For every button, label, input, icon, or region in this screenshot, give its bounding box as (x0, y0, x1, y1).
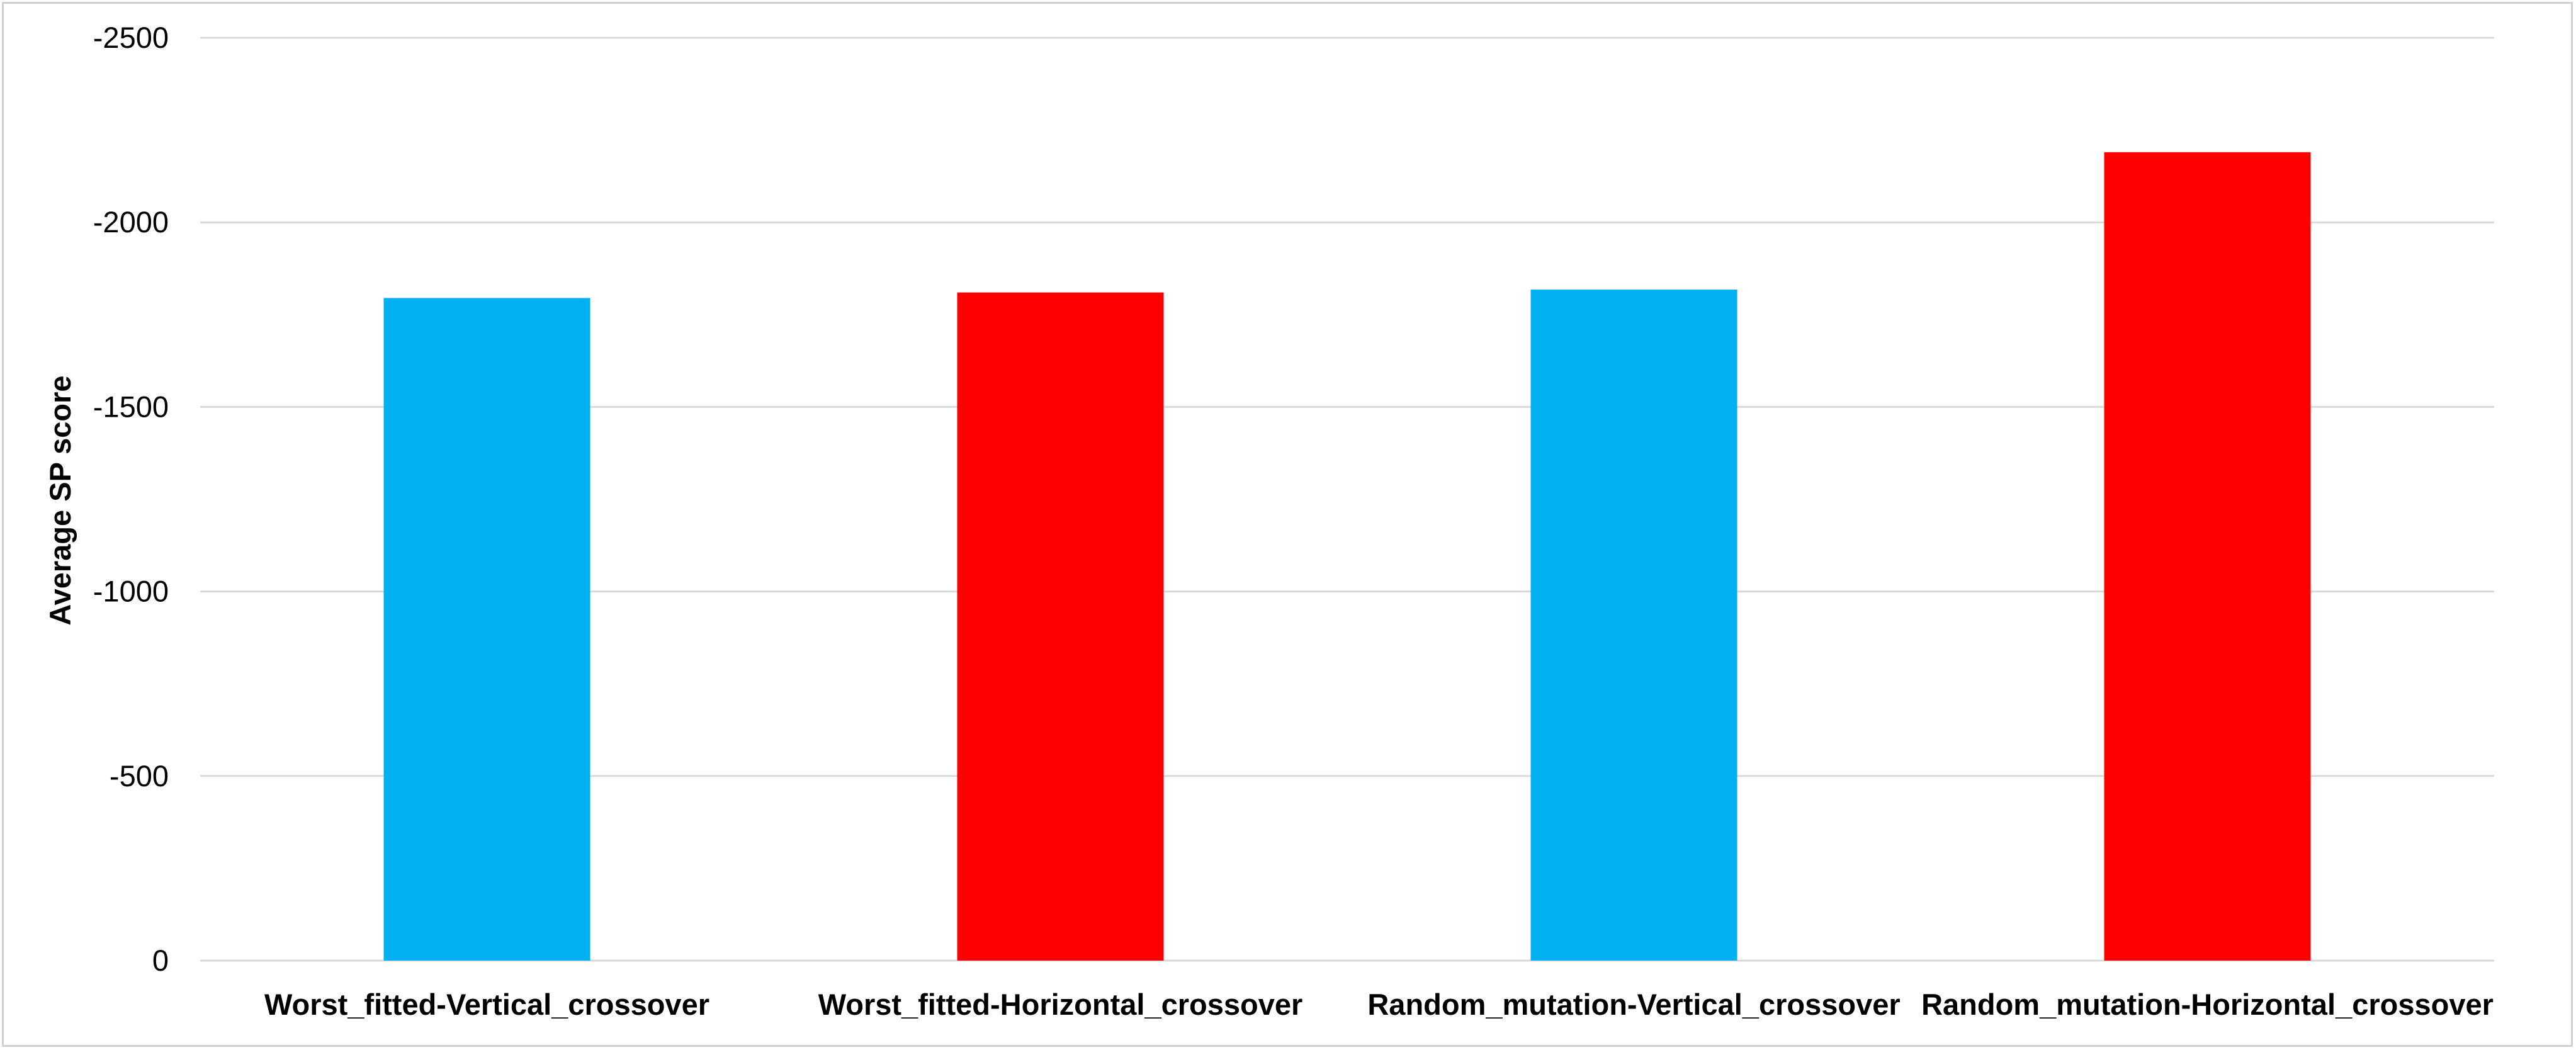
y-tick-labels: 0 -500 -1000 -1500 -2000 -2500 (93, 21, 169, 977)
bar-3 (1530, 289, 1737, 961)
y-axis-title: Average SP score (43, 375, 77, 625)
y-tick-label: -1500 (93, 390, 169, 423)
bar-2 (957, 292, 1164, 961)
y-tick-label: -2000 (93, 205, 169, 239)
y-tick-label: -500 (110, 759, 169, 793)
y-tick-label: 0 (152, 944, 169, 977)
x-category-labels: Worst_fitted-Vertical_crossover Worst_fit… (264, 988, 2494, 1021)
x-category-label: Worst_fitted-Vertical_crossover (264, 988, 709, 1021)
bars (383, 152, 2311, 961)
x-category-label: Random_mutation-Horizontal_crossover (1921, 988, 2494, 1021)
x-category-label: Worst_fitted-Horizontal_crossover (818, 988, 1303, 1021)
x-category-label: Random_mutation-Vertical_crossover (1367, 988, 1900, 1021)
y-tick-label: -1000 (93, 575, 169, 608)
bar-1 (383, 298, 590, 961)
bar-4 (2104, 152, 2311, 961)
y-tick-label: -2500 (93, 21, 169, 54)
